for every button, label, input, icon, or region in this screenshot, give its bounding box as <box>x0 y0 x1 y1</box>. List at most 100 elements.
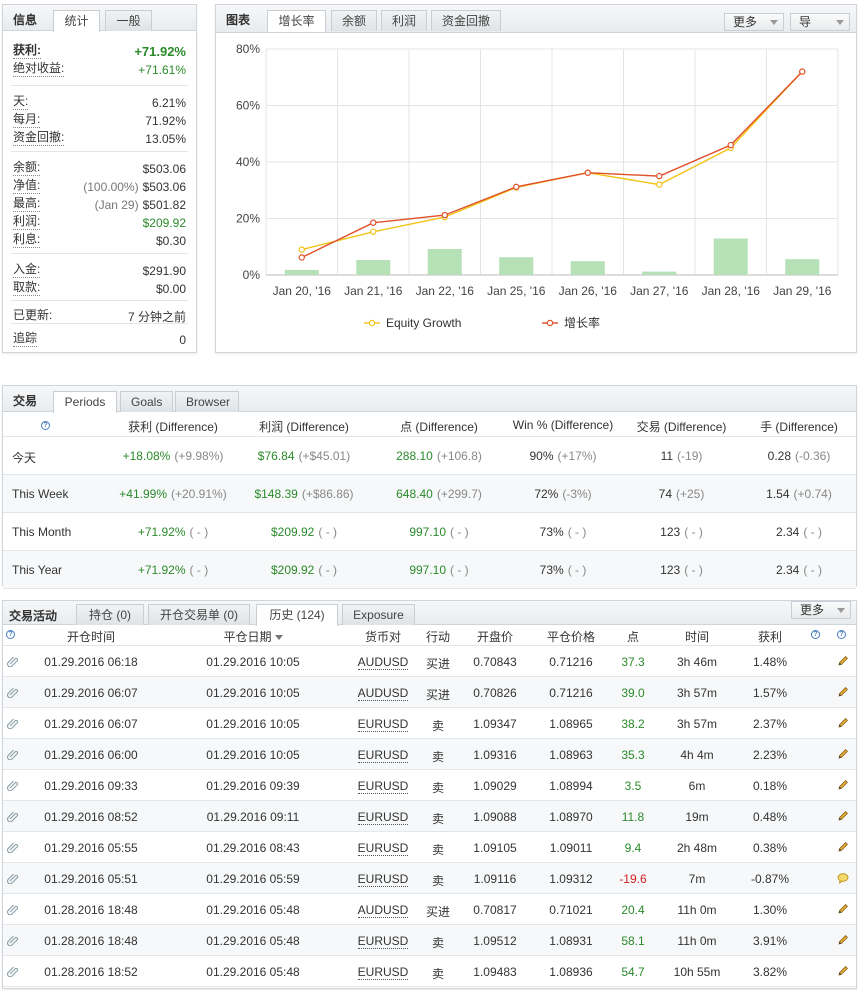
info-label: 余额: <box>13 160 41 176</box>
info-value-text: $291.90 <box>142 264 186 278</box>
cell-action: 卖 <box>378 872 498 889</box>
chart-export-label: 导 <box>799 15 812 29</box>
cell-text[interactable]: AUDUSD <box>357 655 409 670</box>
trading-cell: 0.28 (-0.36) <box>740 449 858 463</box>
comment-icon[interactable] <box>837 872 849 884</box>
column-header-label: 货币对 <box>364 630 401 644</box>
chart-export-dropdown[interactable]: 导 <box>790 13 850 31</box>
edit-pencil-icon[interactable] <box>837 686 849 698</box>
paperclip-icon[interactable] <box>7 655 19 668</box>
cell-value: +41.99% <box>119 487 167 501</box>
cell-text[interactable]: EURUSD <box>357 872 409 887</box>
cell-text[interactable]: EURUSD <box>357 841 409 856</box>
tab-profit[interactable]: 利润 <box>381 10 427 31</box>
edit-pencil-icon[interactable] <box>837 717 849 729</box>
cell-pair: EURUSD <box>323 934 443 949</box>
info-label: 利润: <box>13 214 41 230</box>
tab-history[interactable]: 历史 (124) <box>256 604 338 626</box>
edit-pencil-icon[interactable] <box>837 748 849 760</box>
tab-open-positions[interactable]: 持仓 (0) <box>76 604 144 625</box>
cell-dur: 11h 0m <box>637 934 757 948</box>
paperclip-icon[interactable] <box>7 810 19 823</box>
cell-text: 1.08965 <box>549 717 593 731</box>
cell-text: 卖 <box>431 874 444 888</box>
cell-text[interactable]: EURUSD <box>357 779 409 794</box>
info-label: 绝对收益: <box>13 61 65 77</box>
trading-cell: $209.92( - ) <box>233 525 375 539</box>
cell-text[interactable]: AUDUSD <box>357 903 409 918</box>
tab-general[interactable]: 一般 <box>105 10 152 31</box>
series-point <box>727 141 734 149</box>
tab-goals[interactable]: Goals <box>120 391 173 412</box>
paperclip-icon[interactable] <box>7 903 19 916</box>
edit-pencil-icon[interactable] <box>837 779 849 791</box>
paperclip-icon[interactable] <box>7 748 19 761</box>
paperclip-icon[interactable] <box>7 686 19 699</box>
period-label: This Month <box>12 525 72 539</box>
paperclip-icon[interactable] <box>7 934 19 947</box>
cell-dur: 3h 46m <box>637 655 757 669</box>
cell-text[interactable]: AUDUSD <box>357 686 409 701</box>
help-icon[interactable]: ? <box>811 630 820 639</box>
cell-pips: 37.3 <box>573 655 693 669</box>
cell-text: 19m <box>685 810 709 824</box>
cell-text: 1.30% <box>752 903 788 917</box>
paperclip-icon[interactable] <box>7 872 19 885</box>
tab-growth[interactable]: 增长率 <box>267 10 326 32</box>
cell-text: 01.29.2016 05:55 <box>44 841 138 855</box>
cell-profit: 0.18% <box>710 779 830 793</box>
paperclip-icon[interactable] <box>7 779 19 792</box>
tab-balance[interactable]: 余额 <box>331 10 377 31</box>
cell-text[interactable]: EURUSD <box>357 810 409 825</box>
paperclip-icon[interactable] <box>7 717 19 730</box>
cell-text[interactable]: EURUSD <box>357 965 409 980</box>
edit-pencil-icon[interactable] <box>837 841 849 853</box>
divider <box>11 253 188 254</box>
chart-bar <box>284 269 319 275</box>
column-header-label: 平仓价格 <box>546 630 595 644</box>
cell-dur: 7m <box>637 872 757 886</box>
cell-difference: ( - ) <box>567 563 587 577</box>
help-icon[interactable]: ? <box>41 421 50 430</box>
chart-more-dropdown[interactable]: 更多 <box>724 13 784 31</box>
edit-pencil-icon[interactable] <box>837 934 849 946</box>
cell-text: 01.29.2016 09:33 <box>44 779 138 793</box>
cell-text: 卖 <box>431 967 444 981</box>
tab-drawdown[interactable]: 资金回撤 <box>431 10 501 31</box>
cell-pair: EURUSD <box>323 779 443 794</box>
tab-stats[interactable]: 统计 <box>53 10 100 32</box>
paperclip-icon[interactable] <box>7 841 19 854</box>
cell-text: 9.4 <box>624 841 642 855</box>
trading-cell: 72% (-3%) <box>503 487 623 501</box>
activity-column-header[interactable]: 平仓日期 <box>193 628 313 645</box>
cell-text[interactable]: EURUSD <box>357 748 409 763</box>
activity-more-dropdown[interactable]: 更多 <box>791 601 851 619</box>
info-label: 净值: <box>13 178 41 194</box>
cell-text: 37.3 <box>621 655 645 669</box>
tab-open-orders[interactable]: 开仓交易单 (0) <box>148 604 250 625</box>
chart-bar <box>713 238 748 275</box>
info-tabbar: 信息 统计 一般 <box>3 5 196 32</box>
paperclip-icon[interactable] <box>7 965 19 978</box>
cell-text[interactable]: EURUSD <box>357 717 409 732</box>
trading-cell: $148.39 (+$86.86) <box>233 487 375 501</box>
edit-pencil-icon[interactable] <box>837 965 849 977</box>
x-tick-label: Jan 25, '16 <box>487 284 546 298</box>
tab-exposure[interactable]: Exposure <box>342 604 415 625</box>
cell-action: 卖 <box>378 779 498 796</box>
cell-text[interactable]: EURUSD <box>357 934 409 949</box>
help-icon[interactable]: ? <box>6 630 15 639</box>
info-row: 利息: $0.30 <box>13 232 186 250</box>
edit-pencil-icon[interactable] <box>837 655 849 667</box>
cell-text: 3.91% <box>752 934 788 948</box>
cell-action: 卖 <box>378 934 498 951</box>
help-icon[interactable]: ? <box>837 630 846 639</box>
tab-periods[interactable]: Periods <box>53 391 117 413</box>
period-label: This Week <box>12 487 69 501</box>
tab-browser[interactable]: Browser <box>175 391 239 412</box>
edit-pencil-icon[interactable] <box>837 810 849 822</box>
edit-pencil-icon[interactable] <box>837 903 849 915</box>
cell-value: 997.10 <box>409 525 447 539</box>
column-header-label: 行动 <box>425 630 450 644</box>
chart-panel: 图表 增长率 余额 利润 资金回撤 更多 导 0% 20% 40% 60% 80% Jan… <box>215 4 857 353</box>
